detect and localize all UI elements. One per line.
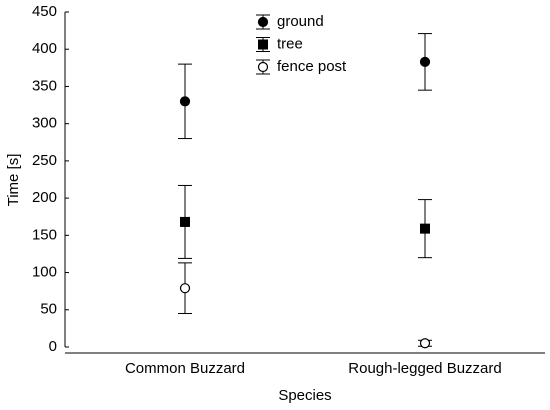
marker (419, 338, 431, 349)
legend-marker (257, 61, 269, 73)
marker (180, 216, 190, 227)
marker (179, 283, 191, 294)
y-tick-label: 200 (32, 189, 57, 206)
y-tick-label: 0 (49, 338, 57, 355)
marker (179, 96, 191, 107)
y-tick-label: 50 (40, 301, 57, 318)
marker (419, 56, 431, 67)
y-tick-label: 300 (32, 115, 57, 132)
x-tick-label: Rough-legged Buzzard (348, 360, 501, 377)
y-tick-label: 400 (32, 40, 57, 57)
y-tick-label: 350 (32, 77, 57, 94)
x-tick-label: Common Buzzard (125, 360, 245, 377)
legend-label: ground (277, 13, 324, 30)
y-tick-label: 250 (32, 152, 57, 169)
marker (420, 223, 430, 234)
y-tick-label: 150 (32, 226, 57, 243)
x-axis-label: Species (278, 387, 331, 404)
y-tick-label: 450 (32, 3, 57, 20)
legend-marker (257, 16, 269, 28)
legend-label: fence post (277, 58, 347, 75)
y-tick-label: 100 (32, 264, 57, 281)
legend-marker (258, 39, 268, 50)
y-axis-label: Time [s] (5, 154, 22, 207)
legend-label: tree (277, 35, 303, 52)
